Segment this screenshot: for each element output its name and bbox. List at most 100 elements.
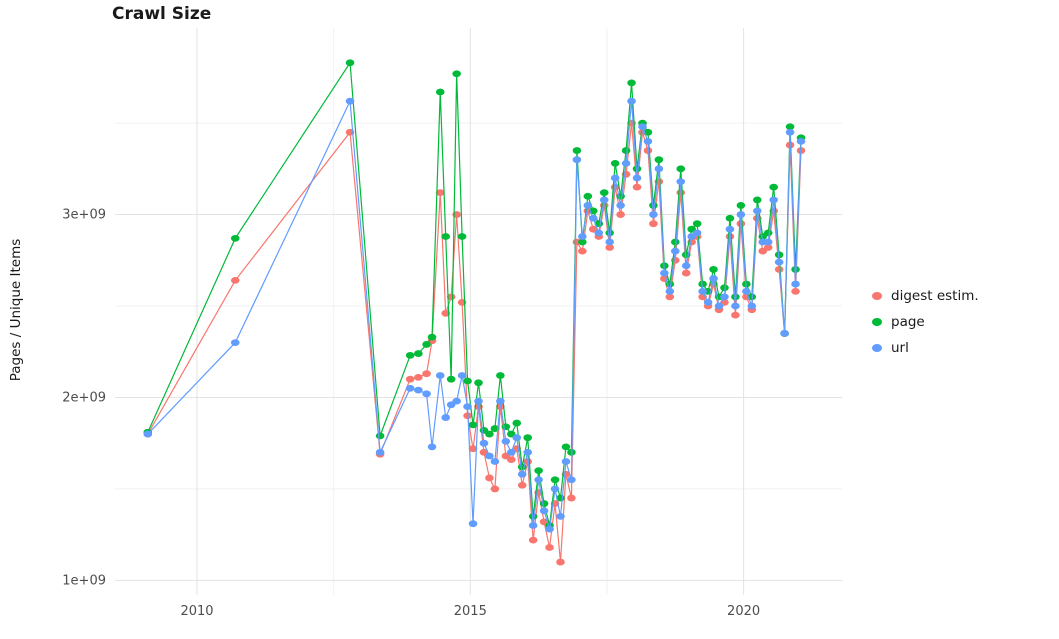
data-point-page xyxy=(752,196,762,204)
data-point-page xyxy=(345,59,355,67)
data-point-digest-estim xyxy=(578,247,587,255)
data-point-url xyxy=(649,211,658,218)
data-point-digest-estim xyxy=(446,293,456,301)
data-point-url xyxy=(632,174,642,182)
data-point-page xyxy=(405,351,415,359)
legend-dot-url-icon xyxy=(872,344,882,352)
data-point-page xyxy=(523,434,532,442)
data-point-page xyxy=(474,379,483,387)
data-point-page xyxy=(534,467,543,475)
data-point-url xyxy=(561,458,571,465)
data-point-digest-estim xyxy=(665,293,675,301)
data-point-digest-estim xyxy=(230,277,240,284)
y-tick-label: 2e+09 xyxy=(62,390,106,405)
data-point-url xyxy=(523,448,532,456)
data-point-page xyxy=(736,202,746,209)
data-point-url xyxy=(670,247,680,255)
x-tick-label: 2020 xyxy=(727,604,760,619)
data-point-url xyxy=(528,522,538,529)
data-point-url xyxy=(556,512,565,520)
data-point-url xyxy=(375,448,385,456)
data-point-page xyxy=(649,202,658,209)
legend-dot-page-icon xyxy=(872,318,882,326)
data-point-url xyxy=(599,196,609,204)
data-point-digest-estim xyxy=(528,536,538,544)
data-point-url xyxy=(643,138,653,145)
data-point-url xyxy=(452,397,461,405)
data-point-page xyxy=(654,156,664,164)
data-point-url xyxy=(692,229,702,237)
data-point-page xyxy=(763,229,773,237)
data-point-url xyxy=(506,448,516,456)
data-point-url xyxy=(474,397,483,405)
data-point-page xyxy=(468,421,478,429)
data-point-digest-estim xyxy=(556,558,565,566)
y-tick-label: 1e+09 xyxy=(62,573,106,588)
data-point-digest-estim xyxy=(616,211,625,218)
data-point-page xyxy=(616,192,625,200)
data-point-url xyxy=(676,178,686,186)
legend-item-url[interactable]: url xyxy=(872,340,979,356)
data-point-page xyxy=(599,189,609,197)
legend-label-digest-estim: digest estim. xyxy=(891,288,979,304)
data-point-url xyxy=(345,97,355,105)
data-point-digest-estim xyxy=(485,474,494,482)
data-point-url xyxy=(752,207,762,215)
data-point-url xyxy=(539,507,549,515)
data-point-url xyxy=(441,414,451,421)
data-point-page xyxy=(692,220,702,228)
data-point-url xyxy=(747,302,757,310)
data-point-url xyxy=(654,165,664,173)
plot-panel: 2010 2015 2020 1e+09 2e+09 3e+09 xyxy=(62,28,842,619)
data-point-digest-estim xyxy=(605,244,614,251)
data-point-url xyxy=(427,443,437,451)
data-point-url xyxy=(638,123,647,131)
data-point-url xyxy=(414,386,423,394)
data-point-digest-estim xyxy=(763,244,773,251)
data-point-url xyxy=(578,233,587,240)
data-point-url xyxy=(550,485,560,493)
data-point-url xyxy=(681,262,691,270)
data-point-url xyxy=(143,430,153,438)
data-point-page xyxy=(490,425,500,432)
data-point-page xyxy=(632,165,642,173)
data-point-digest-estim xyxy=(441,309,451,317)
data-point-url xyxy=(736,211,746,218)
legend-item-digest-estim[interactable]: digest estim. xyxy=(872,288,979,304)
data-point-url xyxy=(780,330,789,337)
data-point-page xyxy=(709,266,718,273)
data-point-url xyxy=(605,238,614,246)
data-point-url xyxy=(616,202,625,209)
data-point-url xyxy=(742,287,751,295)
data-point-page xyxy=(627,79,636,87)
data-point-url xyxy=(405,384,415,392)
data-point-page xyxy=(435,88,445,96)
data-point-url xyxy=(594,229,604,237)
data-point-page xyxy=(774,251,784,259)
data-point-digest-estim xyxy=(791,287,800,295)
data-point-page xyxy=(539,500,549,507)
y-axis-title: Pages / Unique Items xyxy=(8,239,24,382)
legend-item-page[interactable]: page xyxy=(872,314,979,330)
data-point-url xyxy=(490,458,500,465)
data-point-url xyxy=(720,293,729,301)
data-point-page xyxy=(561,443,571,451)
data-point-url xyxy=(621,159,631,167)
data-point-url xyxy=(709,275,718,282)
data-point-page xyxy=(452,70,461,78)
data-point-page xyxy=(422,341,431,348)
data-point-page xyxy=(572,147,582,154)
data-point-url xyxy=(703,298,713,306)
data-point-digest-estim xyxy=(506,456,516,464)
data-point-page xyxy=(610,159,620,167)
data-point-url xyxy=(714,302,724,310)
data-point-page xyxy=(414,350,423,357)
data-point-url xyxy=(763,238,773,246)
data-point-page xyxy=(698,280,707,288)
data-point-page xyxy=(512,419,522,427)
legend-dot-digest-estim-icon xyxy=(872,292,882,300)
data-point-page xyxy=(550,476,560,484)
data-point-page xyxy=(441,233,451,240)
data-point-url xyxy=(457,372,467,379)
